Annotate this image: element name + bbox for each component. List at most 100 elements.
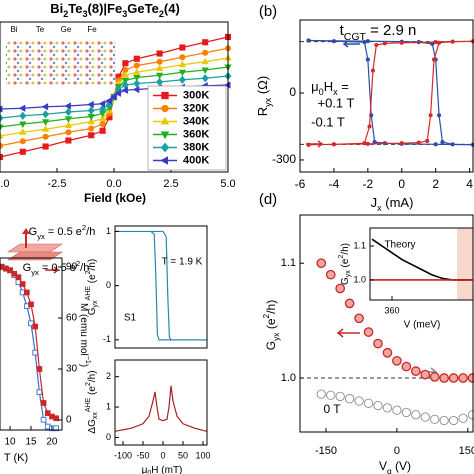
x-tick-label: 100: [195, 450, 210, 460]
marker: [439, 373, 450, 383]
text-part: 2: [85, 270, 92, 274]
x-axis-label: T (K): [4, 452, 28, 464]
marker: [0, 105, 3, 113]
marker: [448, 415, 459, 426]
marker: [392, 405, 402, 415]
text-part: yx: [37, 232, 45, 241]
marker: [433, 142, 438, 147]
series-label: -0.1 T: [311, 114, 345, 129]
marker: [99, 104, 107, 114]
marker: [363, 327, 374, 337]
text-part: yx: [31, 268, 39, 277]
series-line: [371, 238, 472, 281]
text-part: (e: [264, 318, 278, 332]
text-part: ΔG: [87, 419, 98, 434]
text-part: /h): [87, 370, 98, 382]
y-tick-label: 1: [106, 226, 111, 236]
y2-tick-label: 0: [66, 415, 72, 426]
marker: [64, 102, 71, 110]
marker: [161, 91, 169, 100]
text-part: /h): [87, 259, 98, 271]
text-part: H: [324, 79, 333, 94]
y-tick-label: 1.1: [353, 240, 366, 250]
text-part: Te: [68, 1, 82, 16]
text-part: V: [379, 459, 387, 473]
marker: [374, 42, 379, 48]
marker: [411, 410, 421, 420]
marker: [439, 415, 449, 426]
marker: [109, 93, 117, 101]
marker: [64, 121, 73, 129]
text-part: /h: [86, 226, 95, 238]
marker: [458, 373, 468, 383]
marker: [448, 373, 459, 383]
marker: [399, 40, 404, 45]
text-part: /h): [264, 300, 278, 314]
marker: [36, 366, 43, 372]
text-part: /h: [80, 262, 89, 274]
x-axis-label: Jx (mA): [371, 195, 414, 213]
x-tick-label: -2: [363, 177, 374, 191]
chart-title: Bi2Te3(8)|Fe3GeTe2(4): [50, 1, 180, 19]
marker: [331, 39, 336, 44]
text-part: G: [23, 262, 32, 274]
marker: [41, 103, 49, 111]
text-part: =: [338, 79, 349, 94]
marker: [178, 60, 187, 68]
y-tick-label: 0: [289, 85, 296, 99]
text-part: (e: [87, 386, 98, 398]
y-axis-label: Gyx (e2/h): [261, 300, 281, 350]
marker: [433, 40, 438, 45]
marker: [28, 320, 34, 327]
text-part: x: [333, 87, 338, 97]
marker: [133, 55, 140, 62]
y-tick-label: -1: [103, 334, 111, 344]
text-part: = 2.9 n: [366, 22, 416, 39]
series-line: [114, 385, 208, 432]
x-tick-label: 20: [46, 437, 58, 448]
plot-frame: [114, 225, 208, 349]
marker: [344, 298, 355, 309]
series-label: +0.1 T: [318, 95, 355, 110]
marker: [156, 77, 164, 87]
marker: [32, 323, 39, 330]
text-part: 2: [76, 259, 80, 268]
text-part: 0: [147, 470, 151, 474]
marker: [365, 39, 370, 44]
marker: [0, 153, 4, 161]
x-axis-label: Vg (V): [379, 459, 411, 474]
plot-frame: [114, 359, 208, 446]
marker: [373, 400, 383, 411]
y-tick-label: 1: [106, 401, 111, 411]
y2-tick-label: 30: [66, 364, 78, 375]
plot-frame: [299, 19, 474, 173]
x-tick-label: 0: [160, 450, 165, 460]
x-tick-label: 150: [459, 445, 474, 457]
annotation: T = 1.9 K: [162, 257, 203, 268]
marker: [19, 281, 26, 287]
annotation: Gyx = 0.5 e2/h: [23, 259, 90, 277]
x-tick-label: -50: [136, 450, 149, 460]
annotation: Gyx = 0.5 e2/h: [29, 223, 96, 241]
marker: [344, 394, 355, 404]
text-part: G: [264, 341, 278, 350]
annotation: tCGT = 2.9 n: [340, 22, 417, 43]
text-part: G: [87, 307, 98, 315]
marker: [41, 119, 50, 126]
text-part: (e: [87, 274, 98, 286]
marker: [65, 129, 72, 136]
x-tick-label: -150: [315, 445, 337, 457]
marker: [160, 142, 170, 153]
text-part: AHE: [85, 397, 92, 412]
text-part: R: [255, 107, 270, 116]
x-tick-label: -5.0: [0, 178, 9, 190]
y-axis-label: ΔGxxAHE (e2/h): [85, 370, 99, 433]
marker: [133, 74, 141, 82]
x-tick-label: 50: [178, 450, 188, 460]
marker: [392, 355, 402, 366]
text-part: AHE: [85, 286, 92, 301]
marker: [64, 116, 73, 123]
panel-label: (b): [259, 3, 277, 20]
marker: [87, 117, 95, 125]
